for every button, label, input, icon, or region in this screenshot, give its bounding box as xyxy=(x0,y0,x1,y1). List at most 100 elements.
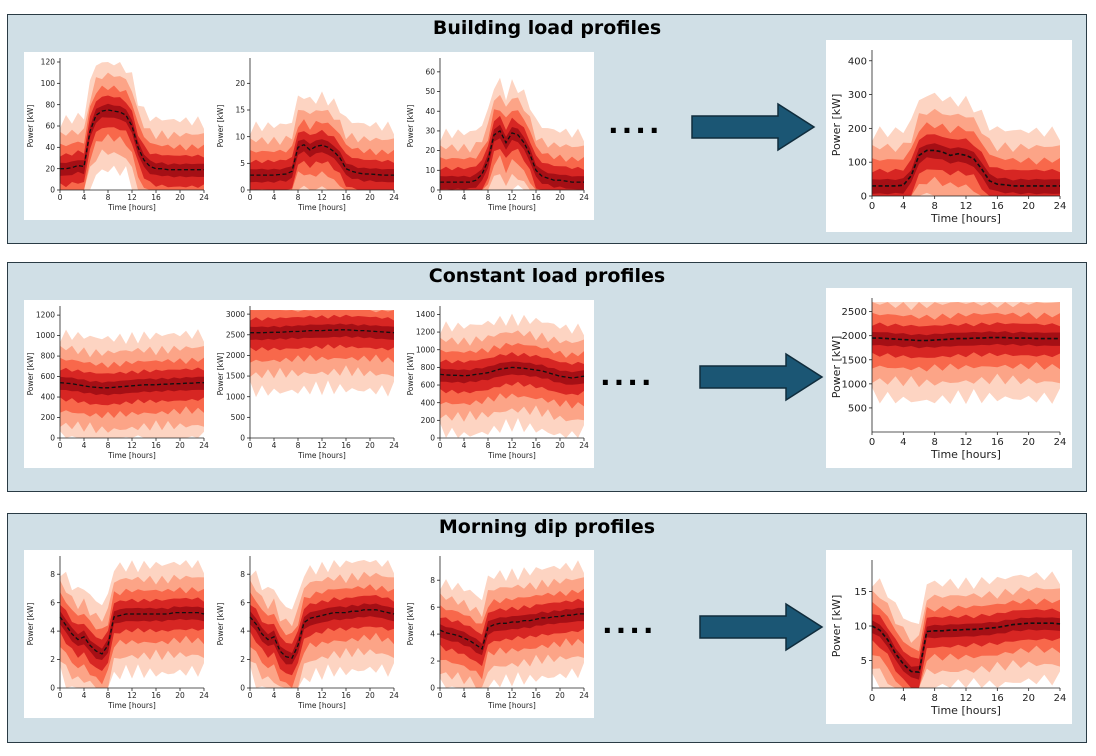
panel-title: Building load profiles xyxy=(432,17,662,39)
ellipsis: .... xyxy=(602,607,657,640)
x-tick-label: 16 xyxy=(151,691,161,700)
x-tick-label: 16 xyxy=(991,201,1004,212)
chart: 0 4 8 12 16 20 24 0 20 40 60 80 100 120 Time [hours] Po… xyxy=(26,58,209,212)
arrow-shape xyxy=(699,602,824,652)
x-tick-label: 20 xyxy=(1022,201,1035,212)
y-tick-label: 120 xyxy=(41,58,56,67)
quantile-band xyxy=(60,606,204,660)
x-axis-label: Time [hours] xyxy=(930,704,1001,717)
plot-area xyxy=(871,571,1061,688)
y-tick-label: 200 xyxy=(41,413,56,422)
plot-area xyxy=(60,62,204,190)
aggregate-chart-card: 0 4 8 12 16 20 24 0 100 200 300 400 Time [hours] Powe… xyxy=(826,40,1072,232)
x-tick-label: 12 xyxy=(127,441,137,450)
y-tick-label: 2500 xyxy=(842,307,867,318)
panel-title: Morning dip profiles xyxy=(438,516,656,538)
y-tick-label: 10 xyxy=(854,622,867,633)
quantile-band xyxy=(60,103,204,178)
axes: 0 4 8 12 16 20 24 0 200 400 600 800 1000 1200 Time [ho… xyxy=(26,306,209,460)
axes: 0 4 8 12 16 20 24 0 100 200 300 400 Time [hours] Powe… xyxy=(830,50,1066,225)
x-tick-label: 20 xyxy=(1022,693,1035,704)
y-tick-label: 40 xyxy=(45,143,55,152)
x-tick-label: 12 xyxy=(127,691,137,700)
aggregate-chart: 0 4 8 12 16 20 24 5 10 15 Time [hours] Power [kW] xyxy=(830,560,1066,717)
arrow-shape xyxy=(699,352,824,402)
x-tick-label: 16 xyxy=(991,437,1004,448)
x-tick-label: 12 xyxy=(960,201,973,212)
x-tick-label: 24 xyxy=(199,441,209,450)
plot-area xyxy=(59,329,204,438)
y-axis-label: Power [kW] xyxy=(26,353,35,396)
x-tick-label: 12 xyxy=(960,693,973,704)
y-tick-label: 60 xyxy=(45,122,55,131)
right-arrow-icon xyxy=(698,352,826,402)
x-tick-label: 20 xyxy=(1022,437,1035,448)
x-tick-label: 24 xyxy=(199,691,209,700)
plot-area xyxy=(59,560,205,688)
y-tick-label: 400 xyxy=(848,56,867,67)
plot-area xyxy=(872,302,1060,405)
x-tick-label: 8 xyxy=(931,693,937,704)
axes: 0 4 8 12 16 20 24 5 10 15 Time [hours] Power [kW] xyxy=(830,560,1066,717)
x-tick-label: 4 xyxy=(900,201,906,212)
arrow-shape xyxy=(691,102,816,152)
y-tick-label: 15 xyxy=(854,587,867,598)
chart: 0 4 8 12 16 20 24 0 200 400 600 800 1000 1200 Time [ho… xyxy=(26,306,209,460)
quantile-band xyxy=(872,143,1060,195)
x-tick-label: 0 xyxy=(869,693,875,704)
y-tick-label: 100 xyxy=(41,79,56,88)
x-tick-label: 8 xyxy=(106,691,111,700)
right-arrow-icon xyxy=(698,602,826,652)
x-tick-label: 24 xyxy=(1054,201,1067,212)
plot-area xyxy=(872,92,1060,196)
median-line xyxy=(872,336,1060,342)
x-axis-label: Time [hours] xyxy=(107,451,156,460)
y-tick-label: 1200 xyxy=(36,311,55,320)
x-tick-label: 24 xyxy=(1054,437,1067,448)
y-tick-label: 0 xyxy=(50,186,55,195)
chart-card: 0 4 8 12 16 20 24 0 20 40 60 80 100 120 Time [hours] Po… xyxy=(24,52,594,220)
x-tick-label: 4 xyxy=(900,693,906,704)
y-axis-label: Power [kW] xyxy=(26,603,35,646)
y-tick-label: 0 xyxy=(50,684,55,693)
x-axis-label: Time [hours] xyxy=(107,701,156,710)
y-axis-label: Power [kW] xyxy=(830,94,843,157)
x-tick-label: 4 xyxy=(82,193,87,202)
y-tick-label: 4 xyxy=(50,627,55,636)
x-tick-label: 4 xyxy=(82,441,87,450)
median-line xyxy=(871,622,1061,674)
y-tick-label: 1500 xyxy=(842,355,867,366)
y-tick-label: 8 xyxy=(50,570,55,579)
y-axis-label: Power [kW] xyxy=(830,336,843,399)
median-line xyxy=(60,109,204,171)
x-tick-label: 4 xyxy=(82,691,87,700)
x-tick-label: 0 xyxy=(58,193,63,202)
x-tick-label: 0 xyxy=(869,201,875,212)
x-tick-label: 8 xyxy=(106,193,111,202)
y-tick-label: 800 xyxy=(41,352,56,361)
y-tick-label: 6 xyxy=(50,598,55,607)
x-tick-label: 0 xyxy=(869,437,875,448)
median-line xyxy=(59,611,205,655)
x-tick-label: 16 xyxy=(151,193,161,202)
y-tick-label: 200 xyxy=(848,124,867,135)
aggregate-chart: 0 4 8 12 16 20 24 500 1000 1500 2000 2500 Time [hour… xyxy=(830,298,1066,461)
y-tick-label: 2 xyxy=(50,655,55,664)
x-axis-label: Time [hours] xyxy=(930,448,1001,461)
y-tick-label: 80 xyxy=(45,100,55,109)
x-tick-label: 8 xyxy=(106,441,111,450)
y-tick-label: 100 xyxy=(848,158,867,169)
median-line xyxy=(59,382,204,389)
y-tick-label: 400 xyxy=(41,393,56,402)
axes: 0 4 8 12 16 20 24 0 20 40 60 80 100 120 Time [hours] Po… xyxy=(26,58,209,212)
x-tick-label: 4 xyxy=(900,437,906,448)
axes: 0 4 8 12 16 20 24 500 1000 1500 2000 2500 Time [hour… xyxy=(830,298,1066,461)
median-line xyxy=(872,149,1060,187)
y-tick-label: 1000 xyxy=(36,331,55,340)
x-tick-label: 12 xyxy=(960,437,973,448)
aggregate-chart-card: 0 4 8 12 16 20 24 5 10 15 Time [hours] Power [kW] xyxy=(826,550,1072,724)
y-tick-label: 0 xyxy=(50,434,55,443)
x-tick-label: 20 xyxy=(175,691,185,700)
y-tick-label: 20 xyxy=(45,164,55,173)
